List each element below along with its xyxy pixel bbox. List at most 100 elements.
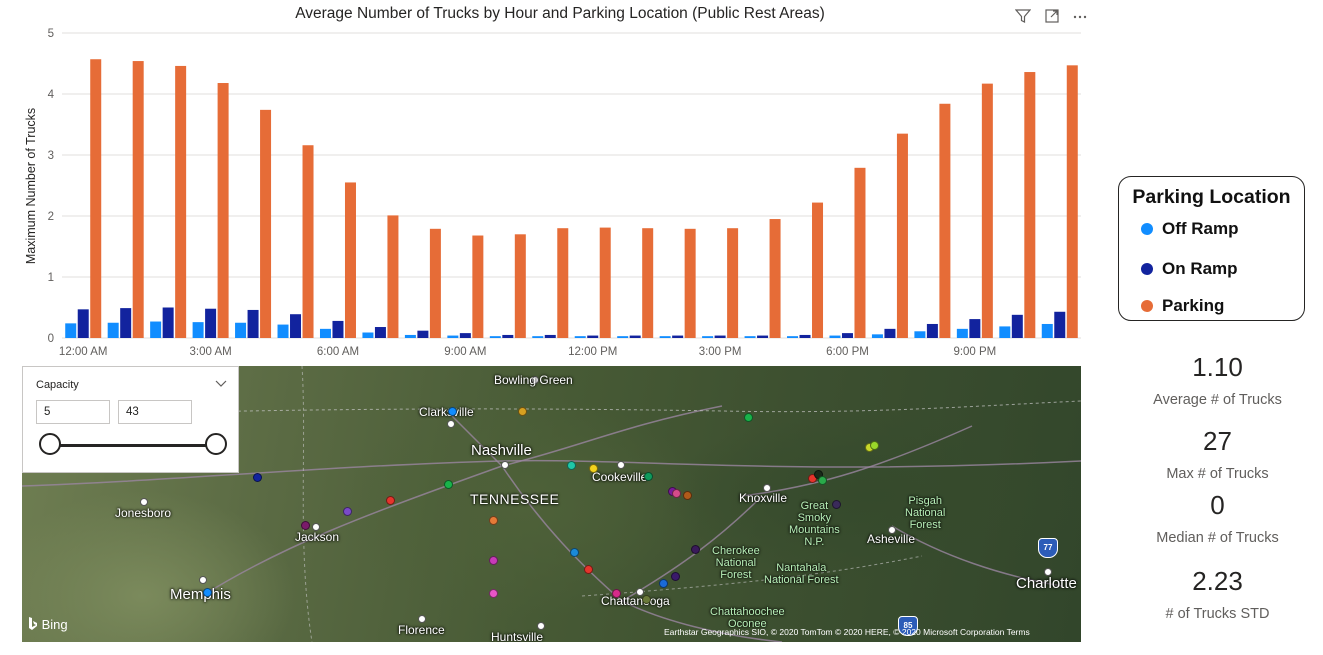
- bar-on-ramp[interactable]: [77, 309, 89, 338]
- bar-parking[interactable]: [1066, 65, 1078, 338]
- bar-parking[interactable]: [217, 83, 229, 339]
- bar-on-ramp[interactable]: [672, 335, 684, 338]
- bar-parking[interactable]: [90, 59, 102, 338]
- bar-parking[interactable]: [727, 228, 739, 338]
- bar-parking[interactable]: [344, 182, 356, 338]
- bar-parking[interactable]: [642, 228, 654, 338]
- rest-area-point[interactable]: [518, 407, 527, 416]
- rest-area-point[interactable]: [744, 413, 753, 422]
- capacity-min-input[interactable]: [36, 400, 110, 424]
- bar-on-ramp[interactable]: [544, 334, 556, 338]
- rest-area-point[interactable]: [343, 507, 352, 516]
- bar-on-ramp[interactable]: [757, 335, 769, 338]
- bar-on-ramp[interactable]: [969, 319, 981, 338]
- bar-off-ramp[interactable]: [362, 332, 374, 338]
- rest-area-point[interactable]: [671, 572, 680, 581]
- rest-area-point[interactable]: [584, 565, 593, 574]
- bar-off-ramp[interactable]: [617, 336, 629, 338]
- bar-on-ramp[interactable]: [587, 335, 599, 338]
- bar-parking[interactable]: [939, 103, 951, 338]
- rest-area-point[interactable]: [672, 489, 681, 498]
- rest-area-point[interactable]: [489, 589, 498, 598]
- bar-parking[interactable]: [472, 235, 484, 338]
- bar-off-ramp[interactable]: [659, 336, 671, 338]
- rest-area-point[interactable]: [659, 579, 668, 588]
- bar-off-ramp[interactable]: [447, 335, 459, 338]
- bar-on-ramp[interactable]: [799, 334, 811, 338]
- bar-parking[interactable]: [387, 215, 399, 338]
- bar-on-ramp[interactable]: [1054, 311, 1066, 338]
- bar-off-ramp[interactable]: [235, 322, 247, 338]
- bar-off-ramp[interactable]: [829, 335, 841, 338]
- rest-area-point[interactable]: [253, 473, 262, 482]
- slider-min-handle[interactable]: [39, 433, 61, 455]
- rest-area-point[interactable]: [203, 588, 212, 597]
- bar-parking[interactable]: [981, 83, 993, 338]
- slider-max-handle[interactable]: [205, 433, 227, 455]
- bar-off-ramp[interactable]: [1041, 323, 1053, 338]
- rest-area-point[interactable]: [691, 545, 700, 554]
- bar-on-ramp[interactable]: [502, 334, 514, 338]
- bar-parking[interactable]: [132, 61, 144, 339]
- bar-on-ramp[interactable]: [1011, 314, 1023, 338]
- bar-parking[interactable]: [684, 228, 696, 338]
- bar-parking[interactable]: [854, 167, 866, 338]
- bar-off-ramp[interactable]: [489, 336, 501, 338]
- focus-mode-icon[interactable]: [1043, 8, 1061, 26]
- rest-area-point[interactable]: [642, 595, 651, 604]
- rest-area-point[interactable]: [386, 496, 395, 505]
- rest-area-point[interactable]: [448, 407, 457, 416]
- rest-area-point[interactable]: [870, 441, 879, 450]
- bar-parking[interactable]: [429, 228, 441, 338]
- rest-area-point[interactable]: [570, 548, 579, 557]
- bar-on-ramp[interactable]: [162, 307, 174, 339]
- bar-off-ramp[interactable]: [319, 328, 331, 338]
- bar-on-ramp[interactable]: [884, 328, 896, 338]
- chevron-down-icon[interactable]: [215, 377, 227, 391]
- rest-area-map[interactable]: Bowling Green Clarksville Nashville Cook…: [22, 366, 1081, 642]
- capacity-max-input[interactable]: [118, 400, 192, 424]
- bar-parking[interactable]: [175, 65, 187, 338]
- more-options-icon[interactable]: [1071, 8, 1089, 26]
- rest-area-point[interactable]: [489, 556, 498, 565]
- bar-off-ramp[interactable]: [277, 324, 289, 338]
- bar-off-ramp[interactable]: [702, 336, 714, 338]
- bar-off-ramp[interactable]: [150, 321, 162, 338]
- bar-on-ramp[interactable]: [374, 327, 386, 338]
- bar-off-ramp[interactable]: [956, 328, 968, 338]
- rest-area-point[interactable]: [818, 476, 827, 485]
- bar-on-ramp[interactable]: [841, 333, 853, 338]
- bar-off-ramp[interactable]: [532, 336, 544, 338]
- rest-area-point[interactable]: [832, 500, 841, 509]
- bar-off-ramp[interactable]: [999, 326, 1011, 338]
- bar-on-ramp[interactable]: [629, 335, 641, 338]
- bar-on-ramp[interactable]: [714, 335, 726, 338]
- bar-off-ramp[interactable]: [914, 331, 926, 338]
- bar-parking[interactable]: [769, 219, 781, 338]
- bar-parking[interactable]: [812, 202, 824, 338]
- bar-on-ramp[interactable]: [120, 308, 132, 338]
- bar-off-ramp[interactable]: [404, 334, 416, 338]
- bar-on-ramp[interactable]: [247, 309, 259, 338]
- bar-off-ramp[interactable]: [744, 336, 756, 338]
- rest-area-point[interactable]: [683, 491, 692, 500]
- filter-icon[interactable]: [1014, 8, 1032, 26]
- bar-off-ramp[interactable]: [65, 323, 77, 338]
- rest-area-point[interactable]: [301, 521, 310, 530]
- bar-parking[interactable]: [514, 234, 526, 338]
- bar-off-ramp[interactable]: [787, 336, 799, 338]
- bar-parking[interactable]: [260, 109, 272, 338]
- bar-parking[interactable]: [302, 145, 314, 338]
- bar-on-ramp[interactable]: [290, 314, 302, 338]
- rest-area-point[interactable]: [567, 461, 576, 470]
- rest-area-point[interactable]: [644, 472, 653, 481]
- bar-on-ramp[interactable]: [417, 330, 429, 338]
- bar-parking[interactable]: [557, 228, 569, 338]
- bar-off-ramp[interactable]: [574, 336, 586, 338]
- bar-parking[interactable]: [1024, 72, 1036, 338]
- rest-area-point[interactable]: [489, 516, 498, 525]
- bar-on-ramp[interactable]: [459, 333, 471, 338]
- rest-area-point[interactable]: [444, 480, 453, 489]
- bar-parking[interactable]: [599, 227, 611, 338]
- bar-off-ramp[interactable]: [871, 334, 883, 338]
